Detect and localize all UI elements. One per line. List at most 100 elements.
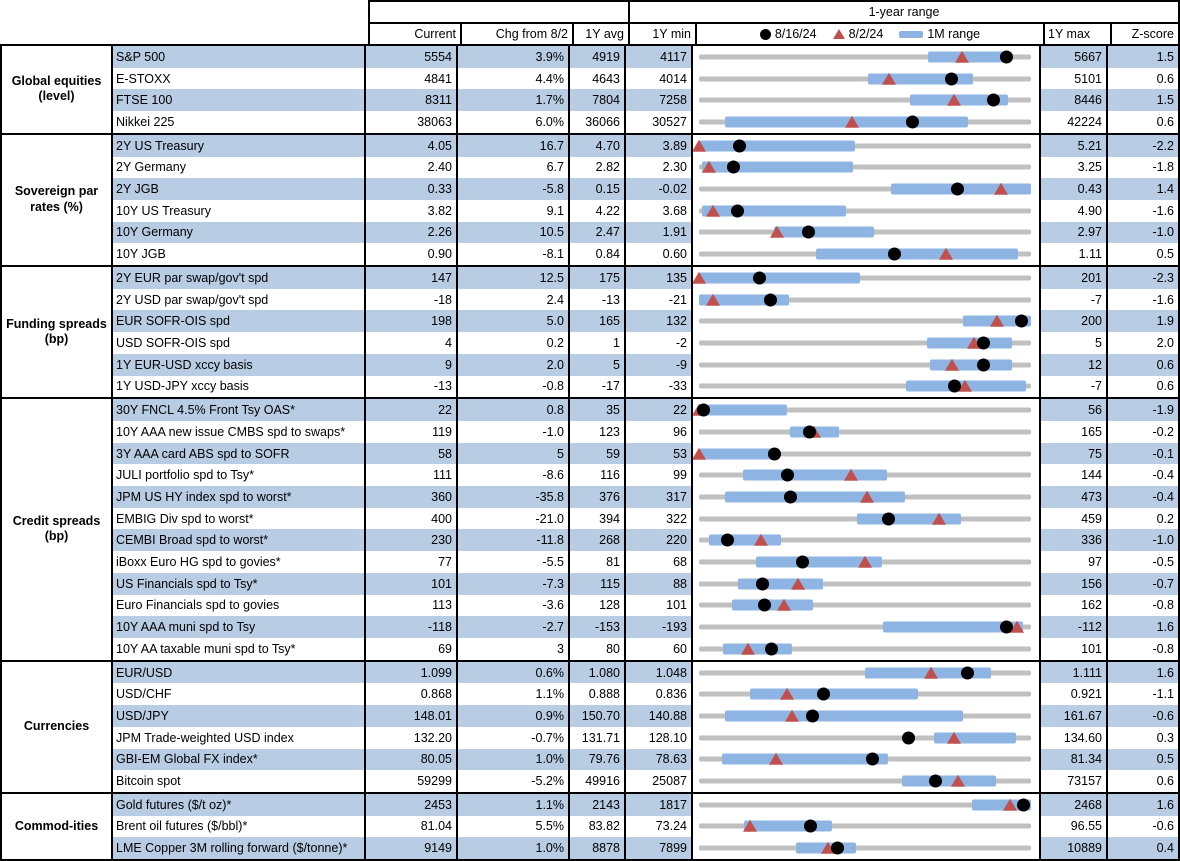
table-row: LME Copper 3M rolling forward ($/tonne)*… (113, 837, 1178, 860)
legend-prev: 8/2/24 (832, 27, 883, 41)
instrument-name: USD/CHF (113, 683, 366, 706)
1y-max-value: 10889 (1041, 837, 1108, 860)
chg-from-8-2-value: -5.8 (458, 178, 570, 200)
1y-min-value: 1.91 (626, 221, 693, 244)
1y-avg-value: 1.080 (570, 661, 626, 684)
1m-range-bar (972, 799, 1031, 811)
range-chart (693, 46, 1041, 68)
zscore-value: 0.4 (1108, 837, 1178, 860)
zscore-value: 1.5 (1108, 46, 1178, 68)
zscore-value: 0.5 (1108, 748, 1178, 771)
group-rows: 30Y FNCL 4.5% Front Tsy OAS* 22 0.8 35 22 56-… (113, 399, 1178, 660)
1y-min-value: -193 (626, 616, 693, 638)
prev-triangle-icon (832, 29, 845, 39)
instrument-name: iBoxx Euro HG spd to govies* (113, 551, 366, 573)
zscore-value: -2.2 (1108, 134, 1178, 157)
1y-avg-value: -17 (570, 375, 626, 398)
prev-8-2-24-marker (791, 577, 806, 590)
1m-range-bar (774, 226, 875, 238)
1m-range-bar (738, 578, 824, 590)
current-8-16-24-marker (803, 819, 817, 833)
1y-range-track (699, 164, 1031, 170)
1y-range-track (699, 602, 1031, 608)
1y-avg-value: 165 (570, 310, 626, 333)
1y-max-value: 101 (1041, 637, 1108, 660)
prev-8-2-24-marker (944, 358, 959, 371)
instrument-name: 10Y AAA new issue CMBS spd to swaps* (113, 420, 366, 443)
1y-range-track (699, 451, 1031, 456)
instrument-name: 2Y USD par swap/gov't spd (113, 288, 366, 311)
1y-avg-value: 1 (570, 332, 626, 354)
chg-from-8-2-value: 3 (458, 637, 570, 660)
1y-max-value: -7 (1041, 288, 1108, 311)
prev-8-2-24-marker (957, 380, 972, 393)
1y-avg-value: 0.15 (570, 178, 626, 200)
1y-min-value: 2.30 (626, 156, 693, 179)
group-label: Funding spreads (bp) (2, 267, 113, 398)
chg-from-8-2-value: -2.7 (458, 616, 570, 638)
table-row: S&P 500 5554 3.9% 4919 4117 5667 1.5 (113, 46, 1178, 68)
table-row: Bitcoin spot 59299 -5.2% 49916 25087 73157 0.6 (113, 770, 1178, 792)
instrument-name: 10Y Germany (113, 221, 366, 244)
range-chart (693, 705, 1041, 727)
chg-from-8-2-value: 5 (458, 442, 570, 465)
1y-max-value: 156 (1041, 572, 1108, 595)
group-1: Sovereign par rates (%) 2Y US Treasury 4.0… (2, 132, 1178, 266)
prev-8-2-24-marker (844, 115, 859, 128)
1y-min-value: 101 (626, 594, 693, 617)
current-value: 69 (366, 637, 458, 660)
group-4: Currencies EUR/USD 1.099 0.6% 1.080 1.048 1.11… (2, 659, 1178, 792)
prev-8-2-24-marker (770, 226, 785, 239)
current-8-16-24-marker (752, 271, 766, 285)
1y-max-value: 162 (1041, 594, 1108, 617)
table-row: 10Y AAA new issue CMBS spd to swaps* 119-… (113, 420, 1178, 443)
current-value: 5554 (366, 46, 458, 68)
1y-min-value: 132 (626, 310, 693, 333)
group-rows: Gold futures ($/t oz)* 2453 1.1% 2143 1817 24… (113, 793, 1178, 860)
1y-range-track (699, 407, 1031, 413)
1y-avg-value: 4.70 (570, 134, 626, 157)
1y-min-value: 4117 (626, 46, 693, 68)
zscore-value: 1.4 (1108, 178, 1178, 200)
range-chart (693, 310, 1041, 333)
chg-from-8-2-value: 0.9% (458, 705, 570, 727)
1y-min-value: 53 (626, 442, 693, 465)
1y-range-track (699, 297, 1031, 303)
1y-max-value: 75 (1041, 442, 1108, 465)
current-value: 77 (366, 551, 458, 573)
zscore-value: 0.3 (1156, 730, 1174, 745)
1y-max-value: 8446 (1041, 89, 1108, 112)
1y-avg-value: 7804 (570, 89, 626, 112)
1m-range-bar (756, 556, 883, 568)
1m-range-bar (902, 775, 996, 787)
1y-min-value: 135 (626, 267, 693, 289)
current-value: 2.40 (366, 156, 458, 179)
1y-max-value: 473 (1041, 486, 1108, 508)
chg-from-8-2-value: 5.5% (458, 815, 570, 838)
current-value: 101 (366, 572, 458, 595)
instrument-name: GBI-EM Global FX index* (113, 748, 366, 771)
range-title-cell: 1-year range (628, 0, 1180, 22)
table-row: 10Y JGB 0.90 -8.1 0.84 0.60 1.11 0.5 (113, 243, 1178, 266)
1y-avg-value: 376 (570, 486, 626, 508)
chg-from-8-2-value: 4.4% (458, 67, 570, 90)
range-chart (693, 661, 1041, 684)
chg-from-8-2-value: -5.2% (458, 770, 570, 792)
range-chart (693, 399, 1041, 421)
1m-range-bar (723, 643, 793, 655)
group-rows: 2Y EUR par swap/gov't spd 147 12.5 175 135 20… (113, 267, 1178, 398)
current-8-16-24-marker (999, 620, 1013, 634)
range-chart (693, 134, 1041, 157)
1y-min-value: -21 (626, 288, 693, 311)
range-chart (693, 529, 1041, 552)
1m-range-bar (929, 359, 1013, 371)
chg-from-8-2-value: 1.1% (458, 683, 570, 706)
header-col-spacer (0, 22, 368, 44)
prev-8-2-24-marker (769, 753, 784, 766)
current-value: 0.33 (366, 178, 458, 200)
range-chart (693, 770, 1041, 792)
legend-current-label: 8/16/24 (774, 27, 817, 41)
instrument-name: JPM Trade-weighted USD index (113, 726, 366, 749)
1y-avg-value: 150.70 (570, 705, 626, 727)
1y-range-track (699, 76, 1031, 82)
